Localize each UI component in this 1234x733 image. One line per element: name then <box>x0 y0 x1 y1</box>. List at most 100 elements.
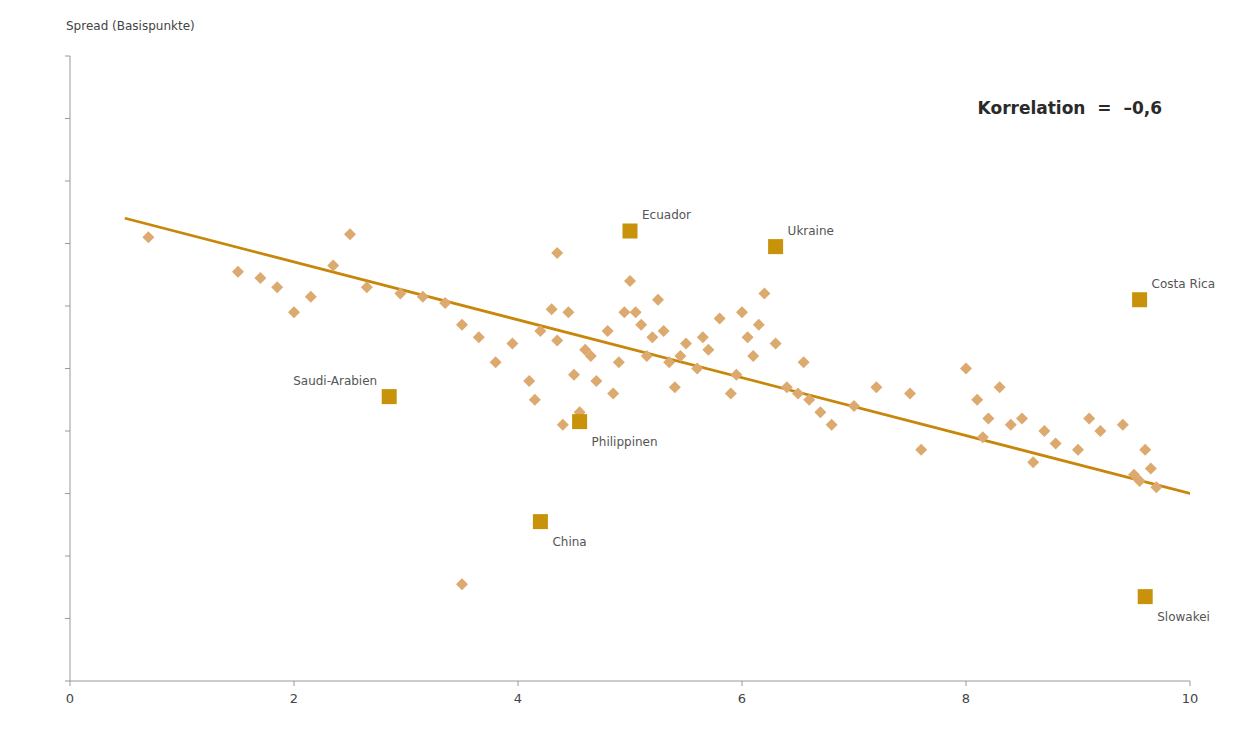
diamond-point <box>798 356 810 368</box>
diamond-point <box>254 272 266 284</box>
diamond-point <box>456 578 468 590</box>
x-tick-label: 10 <box>1182 691 1199 706</box>
diamond-point <box>557 419 569 431</box>
plot-area <box>126 219 1190 605</box>
y-tick <box>65 306 70 307</box>
diamond-point <box>562 306 574 318</box>
diamond-point <box>915 444 927 456</box>
diamond-point <box>758 288 770 300</box>
diamond-point <box>994 381 1006 393</box>
y-tick <box>65 181 70 182</box>
point-label: Slowakei <box>1157 610 1210 624</box>
diamond-point <box>327 259 339 271</box>
x-tick-label: 8 <box>962 691 970 706</box>
square-point <box>533 514 548 529</box>
square-point <box>572 414 587 429</box>
diamond-point <box>669 381 681 393</box>
diamond-point <box>848 400 860 412</box>
diamond-point <box>641 350 653 362</box>
x-tick-label: 0 <box>66 691 74 706</box>
diamond-point <box>585 350 597 362</box>
diamond-point <box>736 306 748 318</box>
point-label: Costa Rica <box>1152 277 1215 291</box>
point-labels: EcuadorUkraineCosta RicaSaudi-ArabienPhi… <box>293 208 1215 624</box>
x-tick <box>742 681 743 686</box>
diamond-point <box>663 356 675 368</box>
diamond-point <box>1134 475 1146 487</box>
diamond-point <box>725 388 737 400</box>
x-axis-line <box>70 681 1190 682</box>
diamond-point <box>473 331 485 343</box>
diamond-point <box>624 275 636 287</box>
scatter-series <box>142 228 1162 590</box>
diamond-point <box>982 413 994 425</box>
diamond-point <box>658 325 670 337</box>
diamond-point <box>417 291 429 303</box>
diamond-point <box>960 363 972 375</box>
square-point <box>1132 292 1147 307</box>
diamond-point <box>618 306 630 318</box>
diamond-point <box>1005 419 1017 431</box>
diamond-point <box>1117 419 1129 431</box>
diamond-point <box>1072 444 1084 456</box>
scatter-series <box>382 224 1153 605</box>
x-tick-label: 2 <box>290 691 298 706</box>
diamond-point <box>1083 413 1095 425</box>
diamond-point <box>792 388 804 400</box>
y-tick <box>65 431 70 432</box>
diamond-point <box>646 331 658 343</box>
diamond-point <box>288 306 300 318</box>
diamond-point <box>803 394 815 406</box>
x-tick <box>518 681 519 686</box>
diamond-point <box>674 350 686 362</box>
diamond-point <box>551 247 563 259</box>
diamond-point <box>904 388 916 400</box>
diamond-point <box>456 319 468 331</box>
diamond-point <box>590 375 602 387</box>
x-tick-label: 4 <box>514 691 522 706</box>
diamond-point <box>568 369 580 381</box>
y-tick <box>65 368 70 369</box>
point-label: Ecuador <box>642 208 691 222</box>
diamond-point <box>730 369 742 381</box>
diamond-point <box>1038 425 1050 437</box>
diamond-point <box>652 294 664 306</box>
diamond-point <box>506 338 518 350</box>
y-tick <box>65 243 70 244</box>
diamond-point <box>271 281 283 293</box>
y-tick <box>65 493 70 494</box>
diamond-point <box>753 319 765 331</box>
diamond-point <box>232 266 244 278</box>
diamond-point <box>490 356 502 368</box>
diamond-point <box>714 313 726 325</box>
diamond-point <box>770 338 782 350</box>
diamond-point <box>607 388 619 400</box>
diamond-point <box>747 350 759 362</box>
y-tick <box>65 618 70 619</box>
annotation: Korrelation = –0,6 <box>978 98 1162 118</box>
diamond-point <box>439 297 451 309</box>
diamond-point <box>529 394 541 406</box>
x-tick <box>294 681 295 686</box>
diamond-point <box>534 325 546 337</box>
diamond-point <box>826 419 838 431</box>
y-tick <box>65 118 70 119</box>
y-tick <box>65 681 70 682</box>
diamond-point <box>691 363 703 375</box>
trend-line <box>126 219 1190 494</box>
y-axis-label: Spread (Basispunkte) <box>66 19 195 33</box>
point-label: Saudi-Arabien <box>293 374 377 388</box>
diamond-point <box>702 344 714 356</box>
diamond-point <box>1016 413 1028 425</box>
diamond-point <box>305 291 317 303</box>
diamond-point <box>142 231 154 243</box>
diamond-point <box>697 331 709 343</box>
diamond-point <box>551 334 563 346</box>
square-point <box>382 389 397 404</box>
diamond-point <box>394 288 406 300</box>
x-tick-label: 6 <box>738 691 746 706</box>
point-label: Ukraine <box>788 224 834 238</box>
diamond-point <box>613 356 625 368</box>
x-tick <box>1190 681 1191 686</box>
diamond-point <box>742 331 754 343</box>
